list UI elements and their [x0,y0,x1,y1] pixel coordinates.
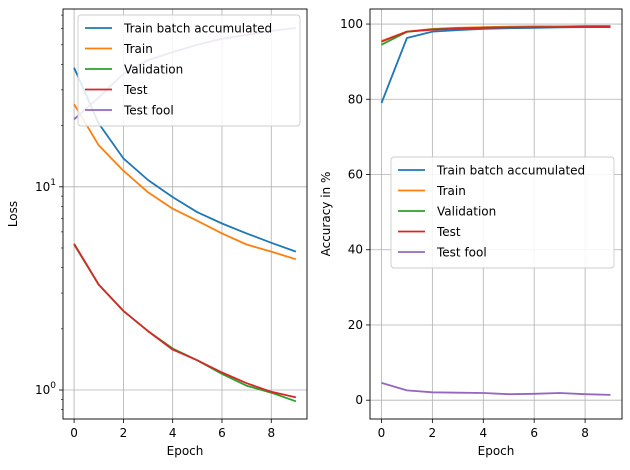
legend-entry: Train batch accumulated [123,22,272,36]
legend-entry: Test [436,225,461,239]
legend: Train batch accumulated Train Validation Te… [77,14,301,127]
x-tick-label: 8 [581,426,589,440]
legend-entry: Train [123,42,153,56]
x-tick-label: 6 [530,426,538,440]
x-tick-label: 8 [267,426,275,440]
series-line-train [73,103,297,261]
y-tick-label: 80 [348,92,363,106]
x-axis-label: Epoch [167,444,204,458]
series-line-validation [73,244,297,403]
y-tick-label: 100 [35,381,56,397]
series-line-test-fool [381,382,611,396]
x-tick-label: 4 [169,426,177,440]
series-line-train-batch-accumulated [380,26,611,104]
legend-entry: Test [123,83,148,97]
legend-box [390,156,615,269]
y-axis-label: Loss [6,201,20,227]
x-tick-label: 2 [120,426,128,440]
x-tick-label: 6 [218,426,226,440]
y-axis-label: Accuracy in % [319,172,333,257]
y-tick-label: 100 [340,17,363,31]
x-axis-label: Epoch [478,444,515,458]
subplot-1: 0 2 4 6 8 100 101 Epoch Loss Train batch accumula… [6,8,308,458]
y-tick-label: 60 [348,168,363,182]
series-line-test [381,25,611,43]
legend-box [77,14,301,127]
legend-entry: Validation [437,205,496,219]
x-tick-label: 0 [378,426,386,440]
axes-frame [369,8,623,420]
legend-entry: Validation [124,63,183,77]
x-tick-label: 2 [429,426,437,440]
legend-entry: Test fool [123,104,174,118]
series-line-test [73,243,297,399]
series-line-train-batch-accumulated [73,67,297,253]
x-tick-label: 0 [70,426,78,440]
axes-frame [62,8,308,420]
legend-entry: Train batch accumulated [436,164,585,178]
legend-entry: Test fool [436,246,487,260]
x-tick-label: 4 [479,426,487,440]
y-tick-label: 0 [355,393,363,407]
legend: Train batch accumulated Train Validation Te… [390,156,615,269]
legend-entry: Train [436,184,466,198]
y-tick-label: 20 [348,318,363,332]
y-tick-label: 40 [348,243,363,257]
y-tick-label: 101 [35,178,56,194]
